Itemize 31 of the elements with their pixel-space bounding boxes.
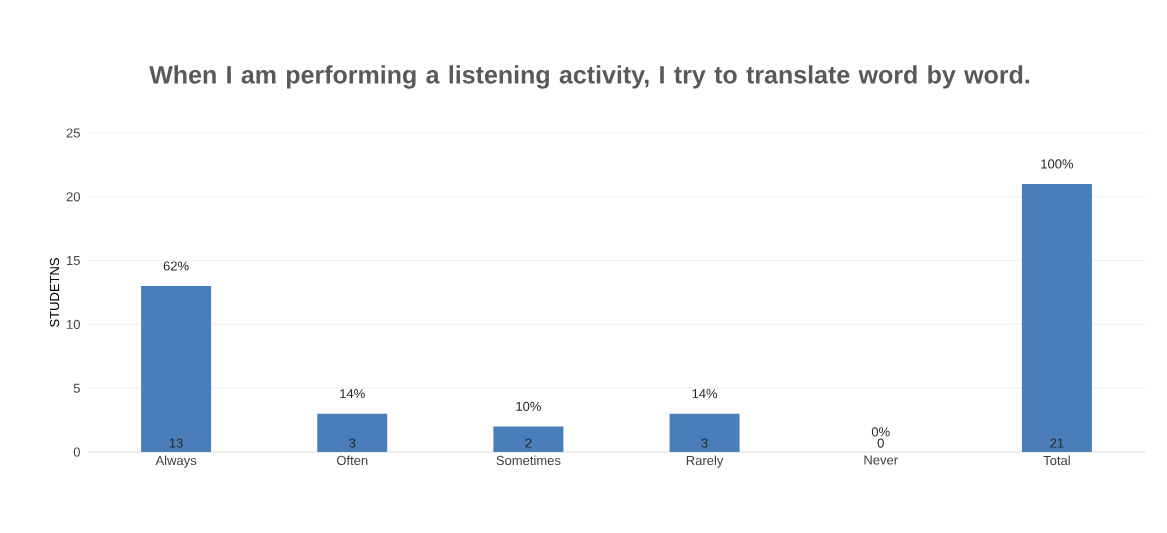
y-tick-label: 5 (73, 383, 80, 393)
bar (1021, 184, 1092, 452)
data-label: 0 (877, 438, 884, 448)
x-tick-label: Rarely (686, 455, 724, 468)
annotation: 100% (1041, 159, 1074, 169)
bar (317, 413, 388, 452)
y-tick-label: 0 (73, 447, 80, 457)
data-label: 21 (1050, 438, 1064, 448)
data-label: 3 (349, 438, 356, 448)
bar (669, 413, 740, 452)
data-label: 3 (701, 438, 708, 448)
x-tick-label: Often (336, 455, 368, 466)
bar (493, 426, 564, 452)
data-label: 2 (525, 438, 532, 448)
y-tick-label: 25 (66, 128, 80, 138)
data-label: 13 (169, 438, 183, 448)
annotation: 10% (516, 401, 541, 411)
annotation: 62% (163, 261, 189, 271)
bar (141, 286, 212, 452)
annotation: 14% (692, 389, 718, 399)
x-tick-label: Sometimes (496, 455, 561, 466)
chart-title: When I am performing a listening activity, I try to translate word by word. (149, 65, 1030, 89)
y-tick-label: 10 (67, 319, 80, 329)
y-axis-title: STUDETNS (49, 258, 60, 327)
y-tick-label: 15 (67, 256, 80, 266)
annotation: 0% (871, 427, 890, 437)
y-tick-label: 20 (66, 192, 80, 202)
x-tick-label: Never (864, 455, 898, 465)
x-tick-label: Always (155, 455, 197, 468)
annotation: 14% (340, 389, 365, 399)
x-tick-label: Total (1043, 455, 1070, 466)
